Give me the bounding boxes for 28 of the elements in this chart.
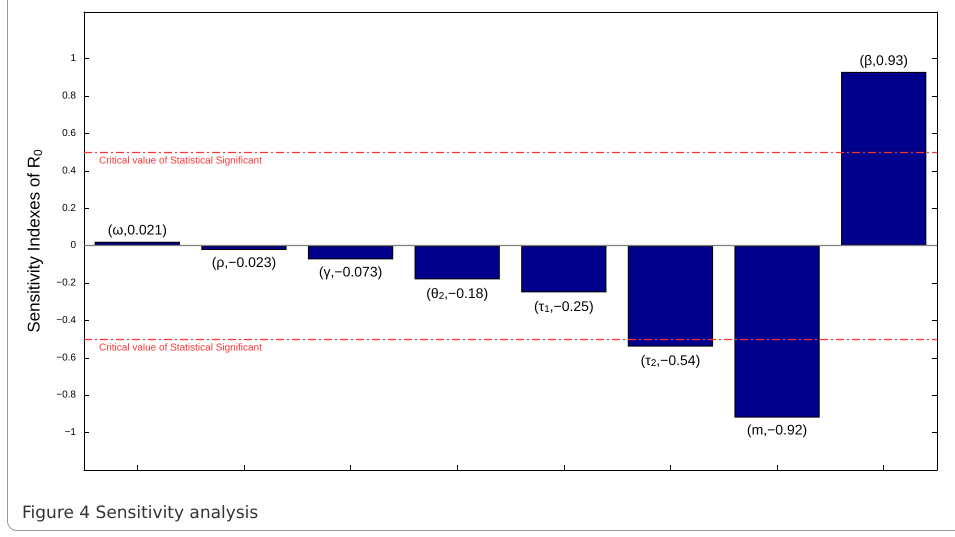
bar <box>201 246 287 250</box>
data-label: (β,0.93) <box>859 52 908 68</box>
bar <box>841 72 926 246</box>
y-tick-label: 0.6 <box>62 128 76 140</box>
y-tick-label: 0 <box>70 240 76 252</box>
bar <box>628 246 714 347</box>
y-tick-label: −0.2 <box>56 278 76 289</box>
ref-line-label: Critical value of Statistical Significant <box>99 156 262 167</box>
data-label: (m,−0.92) <box>746 422 808 438</box>
y-tick-label: −0.8 <box>56 390 76 401</box>
caption: Figure 4 Sensitivity analysis <box>22 503 258 523</box>
data-label: (ω,0.021) <box>108 222 167 238</box>
data-label: (ρ,−0.023) <box>212 254 276 270</box>
y-tick-label: 0.8 <box>62 90 76 102</box>
bar <box>734 246 820 418</box>
y-tick-label: −1 <box>64 427 76 438</box>
bar <box>94 242 180 246</box>
y-tick-label: 0.4 <box>62 165 76 176</box>
y-axis-title: Sensitivity Indexes of R0 <box>24 148 45 333</box>
y-tick-label: −0.6 <box>56 352 76 364</box>
y-tick-label: 0.2 <box>62 202 76 214</box>
y-tick-label: 1 <box>70 53 76 64</box>
bar <box>414 246 500 280</box>
data-label: (γ,−0.073) <box>318 263 382 280</box>
bar <box>521 246 606 292</box>
bar <box>308 246 394 260</box>
ref-line-label: Critical value of Statistical Significant <box>99 342 262 354</box>
y-tick-label: −0.4 <box>56 314 76 326</box>
